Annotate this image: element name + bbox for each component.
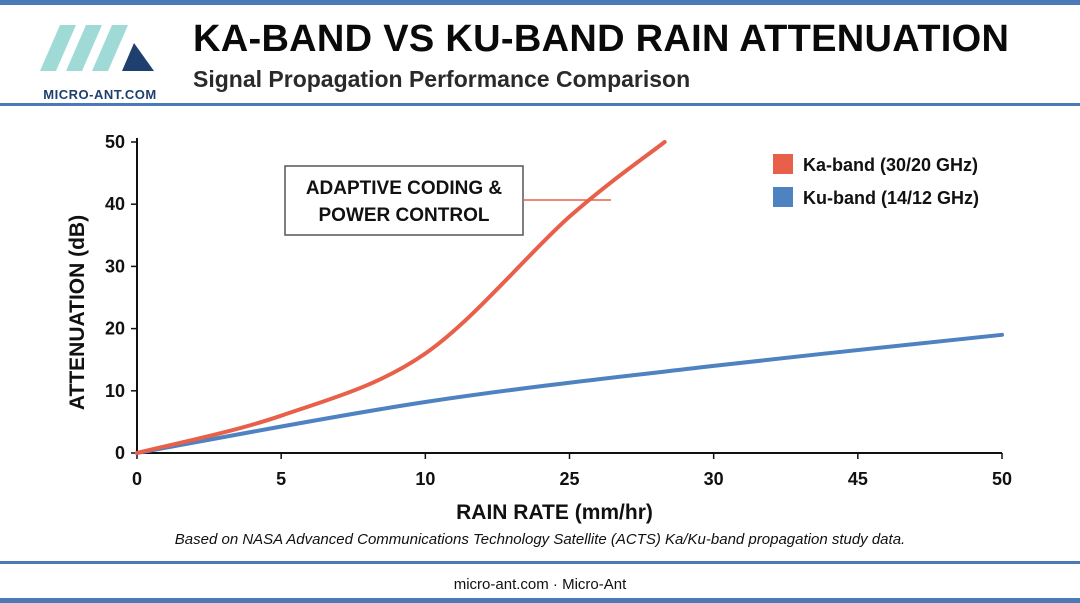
footer-divider xyxy=(0,561,1080,564)
y-axis-label: ATTENUATION (dB) xyxy=(66,215,89,410)
attenuation-chart: 0 10 20 30 40 50 0 5 10 25 30 45 50 RAIN RATE (mm/hr)… xyxy=(66,132,1012,524)
bottom-accent-bar xyxy=(0,598,1080,603)
x-tick-label: 25 xyxy=(559,469,579,489)
logo: MICRO-ANT.COM xyxy=(36,17,164,103)
x-tick-label: 10 xyxy=(415,469,435,489)
top-accent-bar xyxy=(0,0,1080,5)
x-tick-label: 30 xyxy=(704,469,724,489)
chart-legend: Ka-band (30/20 GHz) Ku-band (14/12 GHz) xyxy=(773,154,979,208)
chart-footnote: Based on NASA Advanced Communications Te… xyxy=(174,531,906,548)
legend-label: Ku-band (14/12 GHz) xyxy=(803,188,979,208)
chart-series-layer xyxy=(135,140,1004,455)
header: MICRO-ANT.COM KA-BAND VS KU-BAND RAIN AT… xyxy=(0,5,1080,105)
y-tick-label: 50 xyxy=(105,132,125,152)
annotation-box xyxy=(284,165,524,236)
x-tick-label: 0 xyxy=(132,469,142,489)
page-title: KA-BAND VS KU-BAND RAIN ATTENUATION xyxy=(193,18,1010,60)
logo-mark-icon xyxy=(40,25,154,71)
legend-label: Ka-band (30/20 GHz) xyxy=(803,155,978,175)
y-tick-label: 0 xyxy=(115,443,125,463)
y-tick-label: 40 xyxy=(105,194,125,214)
footer-text: micro-ant.com · Micro-Ant xyxy=(453,576,627,593)
chart-axes: 0 10 20 30 40 50 0 5 10 25 30 45 50 RAIN RATE (mm/hr)… xyxy=(66,132,1012,524)
y-tick-label: 30 xyxy=(105,256,125,276)
x-axis-label: RAIN RATE (mm/hr) xyxy=(456,501,653,524)
series-line-ku-band xyxy=(135,332,1004,455)
x-tick-label: 50 xyxy=(992,469,1012,489)
series-line-ka-band xyxy=(135,140,667,455)
legend-swatch xyxy=(773,154,793,174)
chart-annotation-layer: ADAPTIVE CODING & POWER CONTROL xyxy=(284,165,611,236)
annotation-text: ADAPTIVE CODING & xyxy=(306,178,503,199)
x-tick-label: 45 xyxy=(848,469,868,489)
header-divider xyxy=(0,103,1080,106)
page-subtitle: Signal Propagation Performance Compariso… xyxy=(193,66,691,92)
x-tick-label: 5 xyxy=(276,469,286,489)
logo-text: MICRO-ANT.COM xyxy=(43,87,157,102)
y-tick-label: 10 xyxy=(105,381,125,401)
annotation-text: POWER CONTROL xyxy=(319,205,490,226)
legend-swatch xyxy=(773,187,793,207)
y-tick-label: 20 xyxy=(105,319,125,339)
